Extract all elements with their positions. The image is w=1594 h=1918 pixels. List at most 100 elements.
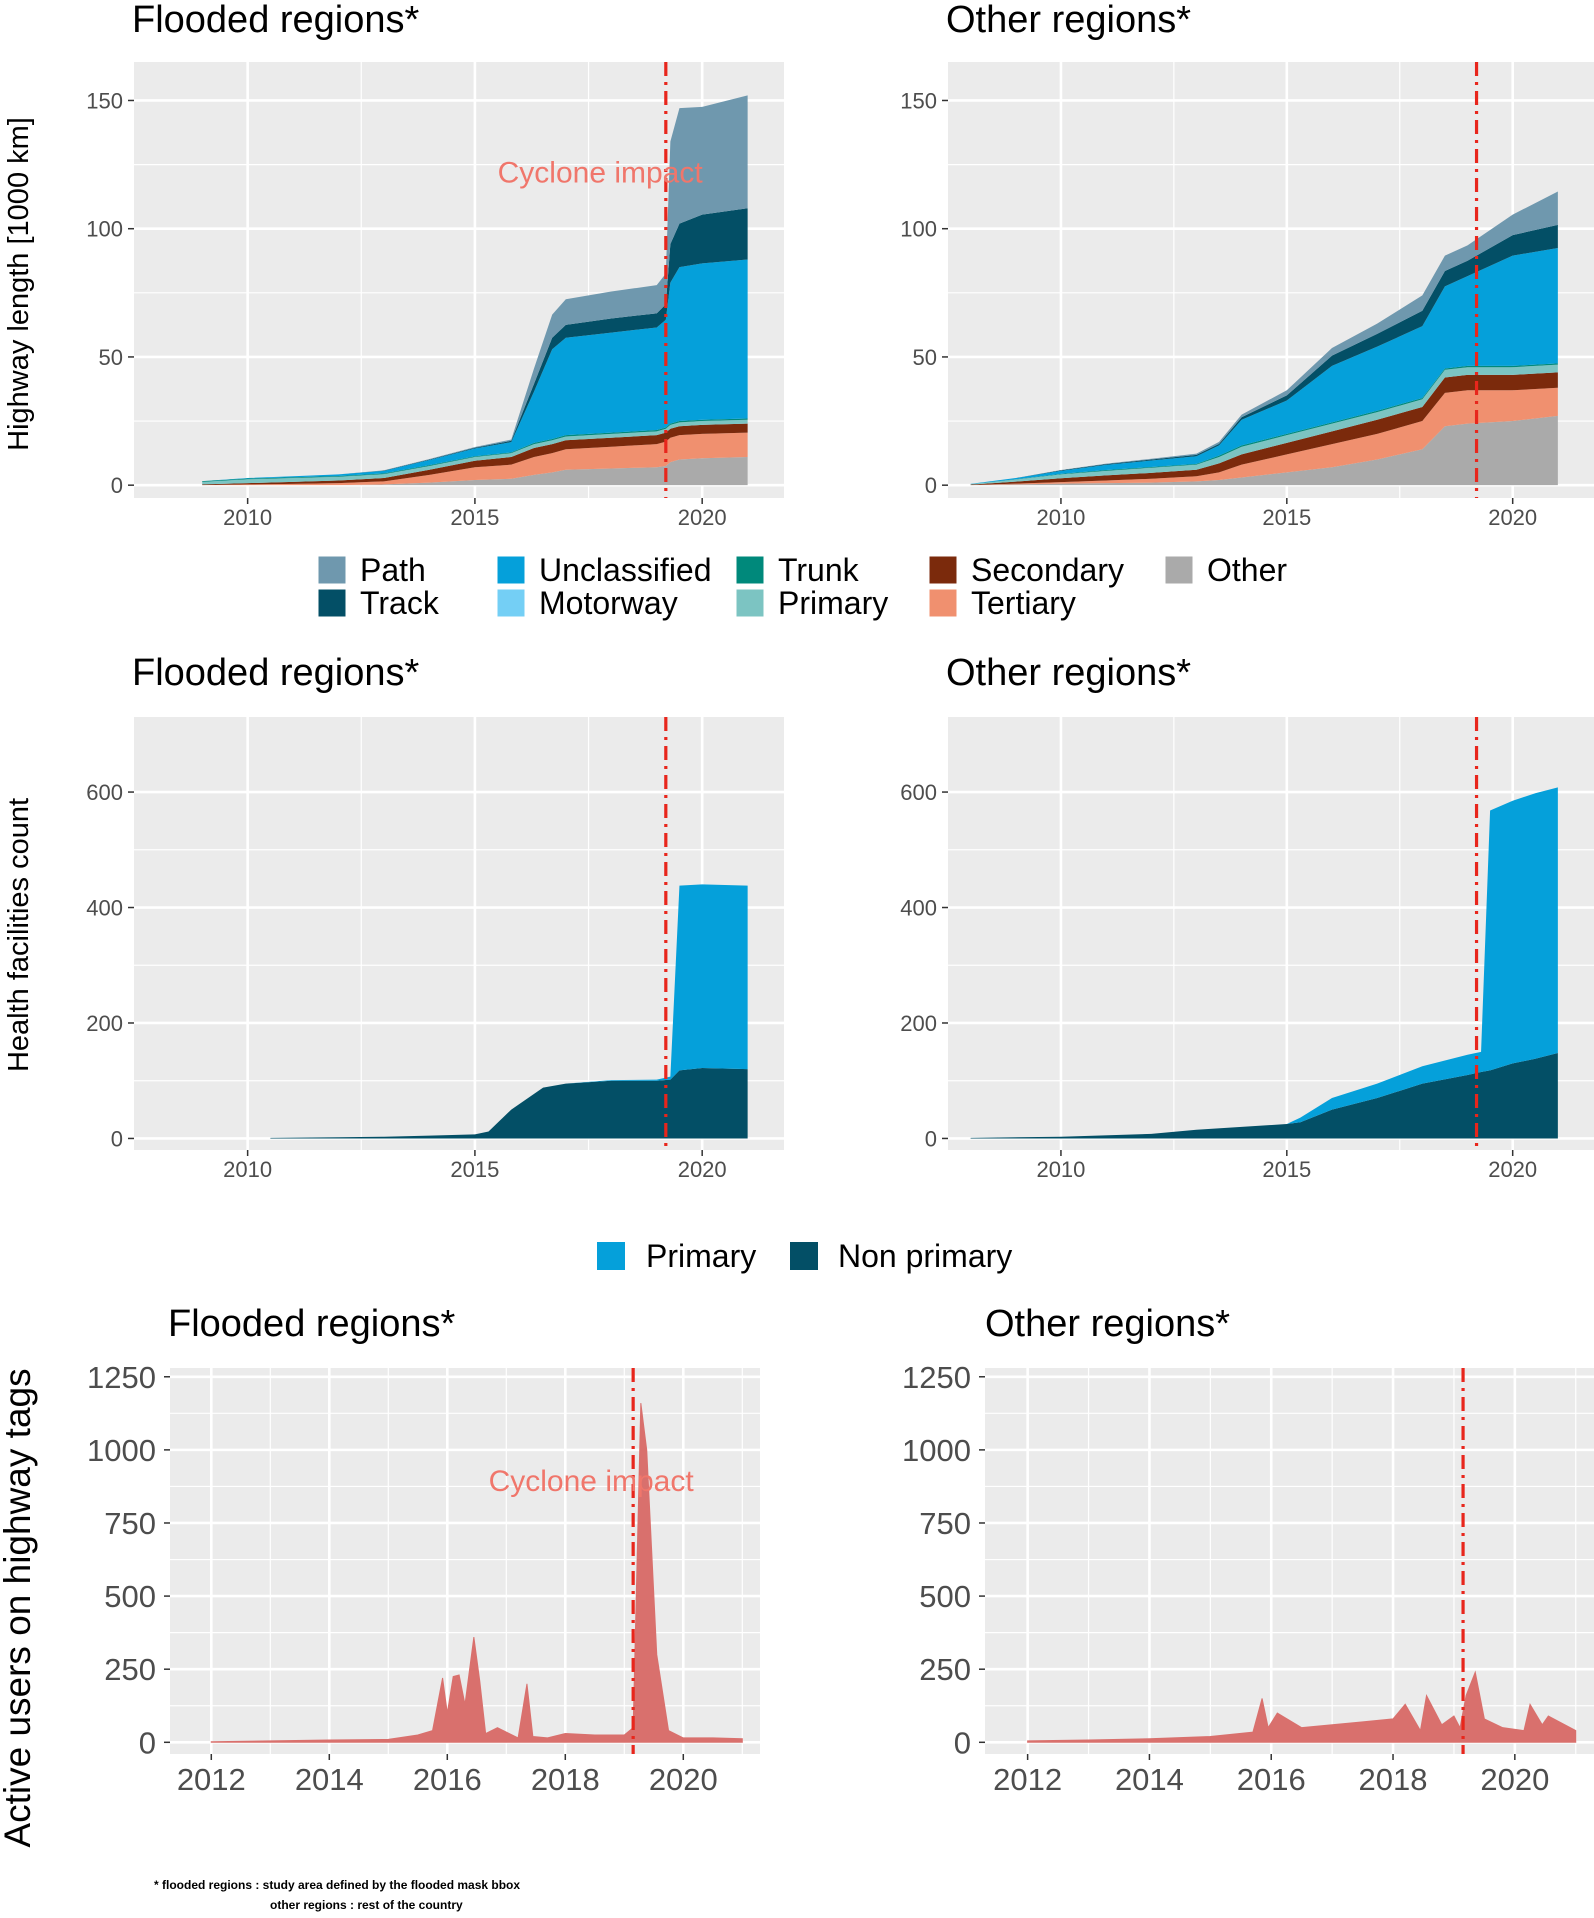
panel-title: Other regions*	[946, 0, 1191, 41]
legend-label-hf_primary: Primary	[646, 1238, 756, 1274]
axis-ticks: 2010 2015 2020 0 50 100 150	[86, 88, 726, 530]
legend-swatch-hf_nonprimary	[790, 1242, 818, 1270]
area-primary	[270, 884, 748, 1138]
axis-ticks: 2010 2015 2020 0 200 400 600	[900, 780, 1537, 1182]
x-tick-label: 2014	[1115, 1762, 1184, 1797]
x-tick-label: 2012	[993, 1762, 1062, 1797]
legend-label-hf_nonprimary: Non primary	[838, 1238, 1012, 1274]
x-tick-label: 2018	[1359, 1762, 1428, 1797]
x-tick-label: 2015	[1262, 505, 1311, 530]
area-secondary	[970, 372, 1558, 486]
legend-swatch-secondary	[928, 555, 958, 585]
legend-label-other: Other	[1207, 552, 1287, 588]
users-other-chart: 2012 2014 2016 2018 2020 0 250 500 750 1000 1250 Ot…	[902, 1303, 1594, 1797]
axis-ticks: 2012 2014 2016 2018 2020 0 250 500 750 1000 1250	[87, 1360, 718, 1797]
y-tick-label: 100	[900, 217, 937, 242]
data-layer	[1027, 1670, 1577, 1743]
area-track	[970, 224, 1558, 484]
y-tick-label: 0	[925, 473, 937, 498]
legend-swatch-unclassified	[496, 555, 526, 585]
users-flooded-chart: Cyclone impact 2012 2014 2016 2018 2020 0 250 50…	[0, 1303, 760, 1848]
data-layer	[970, 191, 1558, 486]
y-tick-label: 1000	[87, 1433, 156, 1468]
panel-background	[170, 1368, 760, 1754]
y-tick-label: 400	[900, 896, 937, 921]
x-tick-label: 2020	[1488, 1157, 1537, 1182]
panel-background	[985, 1368, 1594, 1754]
panel-title: Other regions*	[985, 1303, 1230, 1345]
y-tick-label: 750	[104, 1506, 156, 1541]
area-active-users	[210, 1403, 743, 1743]
health-other-chart: 2010 2015 2020 0 200 400 600 Other regions*	[900, 652, 1594, 1182]
y-tick-label: 150	[86, 88, 123, 113]
y-tick-label: 1250	[87, 1360, 156, 1395]
legend-swatch-hf_primary	[597, 1242, 625, 1270]
x-tick-label: 2020	[649, 1762, 718, 1797]
area-other	[970, 415, 1558, 486]
y-axis-label: Health facilities count	[3, 798, 35, 1072]
x-tick-label: 2018	[531, 1762, 600, 1797]
footnote-line-1: * flooded regions : study area defined b…	[154, 1878, 521, 1892]
y-tick-label: 250	[919, 1652, 971, 1687]
highway-other-chart: 2010 2015 2020 0 50 100 150 Other regions*	[900, 0, 1594, 530]
health-flooded-chart: 2010 2015 2020 0 200 400 600 Flooded regions* He…	[3, 652, 784, 1182]
panel-title: Flooded regions*	[132, 0, 420, 41]
area-path	[202, 95, 748, 482]
y-axis-label: Highway length [1000 km]	[3, 117, 35, 451]
x-tick-label: 2015	[450, 1157, 499, 1182]
y-tick-label: 0	[139, 1725, 156, 1760]
y-tick-label: 0	[111, 1126, 123, 1151]
x-tick-label: 2010	[1036, 505, 1085, 530]
area-secondary	[202, 423, 748, 486]
y-tick-label: 0	[111, 473, 123, 498]
area-tertiary	[202, 432, 748, 486]
x-tick-label: 2020	[1488, 505, 1537, 530]
legend-swatch-track	[317, 588, 347, 618]
y-tick-label: 1000	[902, 1433, 971, 1468]
panel-title: Flooded regions*	[168, 1303, 456, 1345]
y-tick-label: 0	[925, 1126, 937, 1151]
data-layer	[270, 884, 748, 1139]
y-tick-label: 500	[104, 1579, 156, 1614]
area-tertiary	[970, 387, 1558, 486]
data-layer	[210, 1403, 743, 1743]
area-unclassified	[202, 259, 748, 482]
y-tick-label: 50	[913, 345, 937, 370]
highway-flooded-chart: Cyclone impact 2010 2015 2020 0 50 100 150 Flood…	[3, 0, 784, 530]
legend-swatch-other	[1164, 555, 1194, 585]
x-tick-label: 2014	[295, 1762, 364, 1797]
axis-ticks: 2010 2015 2020 0 200 400 600	[86, 780, 726, 1182]
x-tick-label: 2020	[1480, 1762, 1549, 1797]
axis-ticks: 2012 2014 2016 2018 2020 0 250 500 750 1000 1250	[902, 1360, 1549, 1797]
y-tick-label: 150	[900, 88, 937, 113]
x-tick-label: 2015	[450, 505, 499, 530]
area-non-primary	[270, 1068, 748, 1139]
area-unclassified	[970, 247, 1558, 485]
legend-label-path: Path	[360, 552, 426, 588]
x-tick-label: 2020	[678, 505, 727, 530]
area-track	[202, 208, 748, 482]
area-primary	[970, 787, 1558, 1138]
legend-label-track: Track	[360, 585, 440, 621]
panel-title: Flooded regions*	[132, 652, 420, 694]
y-tick-label: 200	[86, 1011, 123, 1036]
panel-title: Other regions*	[946, 652, 1191, 694]
y-tick-label: 500	[919, 1579, 971, 1614]
data-layer	[970, 787, 1558, 1139]
cyclone-impact-label: Cyclone impact	[489, 1465, 695, 1498]
y-tick-label: 1250	[902, 1360, 971, 1395]
x-tick-label: 2016	[413, 1762, 482, 1797]
y-tick-label: 100	[86, 217, 123, 242]
area-active-users	[1027, 1670, 1577, 1743]
y-tick-label: 200	[900, 1011, 937, 1036]
axis-ticks: 2010 2015 2020 0 50 100 150	[900, 88, 1537, 530]
legend-label-motorway: Motorway	[539, 585, 678, 621]
area-primary	[202, 419, 748, 485]
footnote-line-2: other regions : rest of the country	[270, 1898, 463, 1912]
x-tick-label: 2016	[1237, 1762, 1306, 1797]
legend-label-tertiary: Tertiary	[971, 585, 1076, 621]
health-legend: Primary Non primary	[597, 1238, 1012, 1274]
legend-swatch-path	[317, 555, 347, 585]
